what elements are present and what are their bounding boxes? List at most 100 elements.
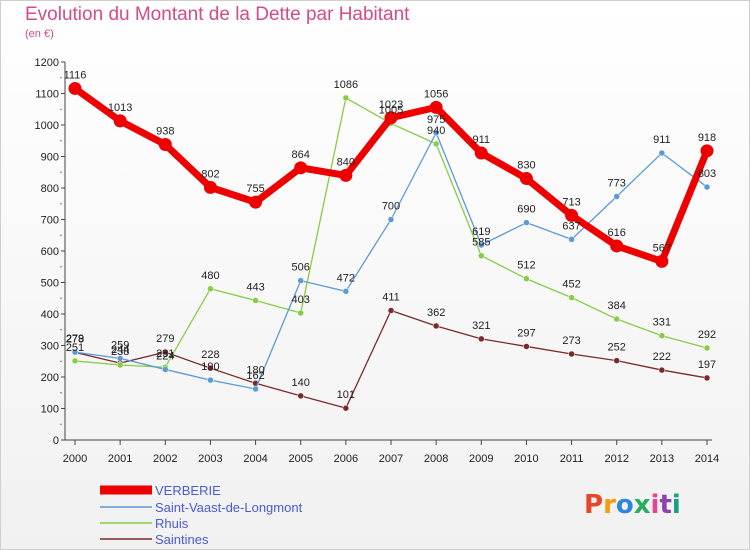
legend-label: Rhuis xyxy=(155,516,189,531)
data-label: 222 xyxy=(653,351,671,363)
data-point xyxy=(116,361,124,369)
y-tick-label: 500 xyxy=(41,278,59,290)
data-label: 616 xyxy=(608,227,626,239)
data-point xyxy=(252,385,259,393)
data-point xyxy=(294,161,308,175)
data-label: 162 xyxy=(246,370,264,382)
x-tick-label: 2009 xyxy=(469,453,493,465)
data-label: 480 xyxy=(201,270,219,282)
data-point xyxy=(613,315,620,323)
data-label: 362 xyxy=(427,307,445,319)
data-label: 279 xyxy=(156,333,174,345)
data-label: 802 xyxy=(201,168,219,180)
data-label: 512 xyxy=(517,260,535,272)
y-tick-label: 800 xyxy=(41,183,59,195)
data-point xyxy=(71,357,79,365)
data-label: 1023 xyxy=(379,99,403,111)
y-tick-label: 600 xyxy=(41,246,59,258)
data-point xyxy=(429,100,443,114)
y-tick-label: 400 xyxy=(41,309,59,321)
y-tick-label: 100 xyxy=(41,404,59,416)
data-label: 864 xyxy=(292,149,310,161)
data-label: 252 xyxy=(608,342,626,354)
data-label: 773 xyxy=(608,178,626,190)
legend-label: Saint-Vaast-de-Longmont xyxy=(155,500,303,515)
data-point xyxy=(658,332,666,339)
data-point xyxy=(432,322,440,330)
y-tick-label: 200 xyxy=(41,372,59,384)
data-point xyxy=(658,149,666,157)
x-tick-label: 2000 xyxy=(63,453,87,465)
data-label: 190 xyxy=(201,361,219,373)
data-point xyxy=(613,357,620,364)
data-point xyxy=(565,208,579,222)
data-point xyxy=(387,216,395,223)
data-label: 244 xyxy=(111,344,129,356)
data-label: 690 xyxy=(517,204,535,216)
data-label: 403 xyxy=(292,294,310,306)
data-point xyxy=(658,366,666,374)
legend-label: Saintines xyxy=(155,532,209,547)
data-point xyxy=(162,348,169,356)
data-point xyxy=(342,404,350,412)
data-point xyxy=(655,254,669,268)
data-point xyxy=(116,355,124,362)
data-point xyxy=(519,172,533,186)
data-point xyxy=(207,364,214,372)
data-label: 321 xyxy=(472,320,490,332)
data-label: 637 xyxy=(562,220,580,232)
data-point xyxy=(71,348,79,356)
data-label: 297 xyxy=(517,327,535,339)
data-label: 713 xyxy=(562,196,580,208)
data-point xyxy=(432,129,440,137)
data-point xyxy=(297,277,304,284)
data-label: 197 xyxy=(698,359,716,371)
data-label: 585 xyxy=(472,237,490,249)
data-label: 292 xyxy=(698,329,716,341)
data-label: 384 xyxy=(608,300,626,312)
data-point xyxy=(523,343,530,350)
y-tick-label: 700 xyxy=(41,215,59,227)
y-tick-label: 0 xyxy=(53,435,59,447)
data-label: 331 xyxy=(653,317,671,329)
data-point xyxy=(203,180,217,194)
data-label: 452 xyxy=(562,279,580,291)
data-label: 938 xyxy=(156,126,174,138)
data-point xyxy=(249,195,263,209)
data-label: 224 xyxy=(156,350,174,362)
data-label: 911 xyxy=(653,134,671,146)
proxiti-logo: Proxiti xyxy=(584,490,681,520)
data-label: 1116 xyxy=(64,69,87,81)
chart-title: Evolution du Montant de la Dette par Hab… xyxy=(25,4,410,25)
data-label: 918 xyxy=(698,132,716,144)
y-tick-label: 1200 xyxy=(35,57,59,69)
x-tick-label: 2012 xyxy=(604,453,628,465)
data-label: 1013 xyxy=(108,102,132,114)
data-label: 803 xyxy=(698,168,716,180)
y-tick-label: 300 xyxy=(41,341,59,353)
y-tick-label: 1100 xyxy=(35,89,59,101)
data-point xyxy=(703,183,711,191)
data-point xyxy=(158,138,172,152)
x-tick-label: 2013 xyxy=(650,453,674,465)
data-point xyxy=(703,374,711,382)
legend-label: VERBERIE xyxy=(155,483,221,498)
data-point xyxy=(478,335,485,343)
data-point xyxy=(207,285,214,293)
data-label: 251 xyxy=(66,342,84,354)
data-label: 180 xyxy=(246,364,264,376)
data-label: 567 xyxy=(653,242,671,254)
x-tick-label: 2001 xyxy=(108,453,132,465)
data-point xyxy=(252,297,259,304)
chart-subtitle: (en €) xyxy=(25,28,54,40)
data-point xyxy=(162,366,169,373)
data-label: 506 xyxy=(292,262,310,274)
data-label: 700 xyxy=(382,201,400,213)
data-point xyxy=(478,252,485,259)
data-label: 273 xyxy=(562,335,580,347)
data-label: 228 xyxy=(201,349,219,361)
data-point xyxy=(568,236,575,243)
x-tick-label: 2006 xyxy=(334,453,358,465)
